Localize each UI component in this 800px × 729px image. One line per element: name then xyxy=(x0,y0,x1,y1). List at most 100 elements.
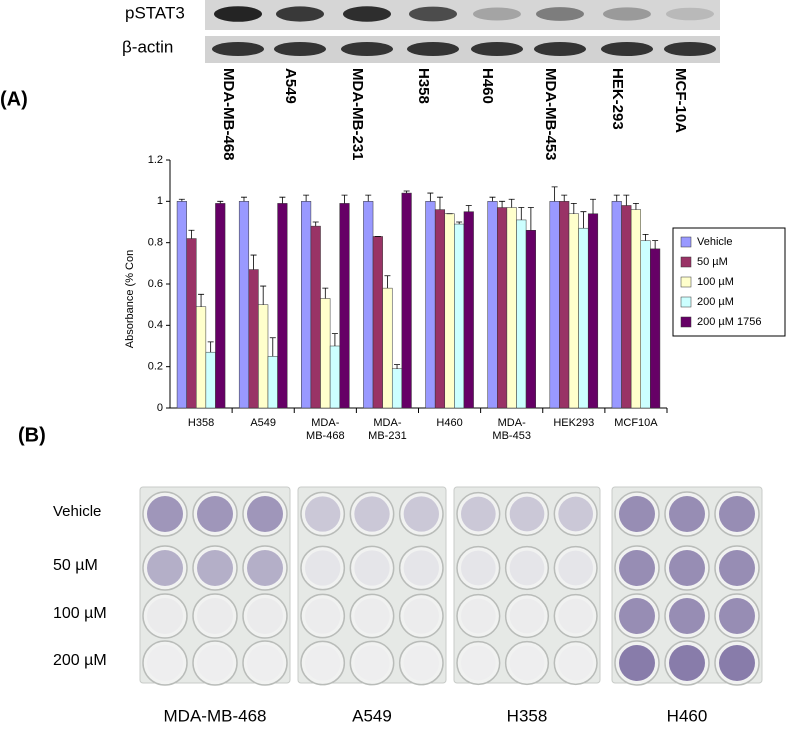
error-bar xyxy=(312,221,319,227)
well-stain xyxy=(247,550,283,586)
well xyxy=(142,593,188,639)
well xyxy=(142,640,188,686)
bar xyxy=(320,298,331,409)
error-bar xyxy=(240,196,247,202)
bar xyxy=(248,269,259,409)
error-bar xyxy=(188,229,195,239)
bar xyxy=(434,209,446,409)
lane-label: H358 xyxy=(415,68,432,104)
bar xyxy=(329,345,340,409)
plate-label: H460 xyxy=(667,706,708,725)
well xyxy=(553,640,598,686)
bar xyxy=(578,227,589,409)
well xyxy=(142,545,188,591)
well-stain xyxy=(197,496,233,532)
bar xyxy=(506,207,517,409)
bar xyxy=(401,192,412,409)
blot-band xyxy=(214,6,262,22)
well xyxy=(300,640,346,686)
bar xyxy=(176,201,187,409)
well-stain xyxy=(197,645,233,681)
well-stain xyxy=(509,496,545,532)
well xyxy=(553,545,598,591)
bar xyxy=(454,223,465,409)
plate-label: H358 xyxy=(507,706,548,725)
well-stain xyxy=(509,550,545,586)
row-label: 200 µM xyxy=(53,652,107,669)
lane-label: MDA-MB-468 xyxy=(220,68,237,161)
error-bar xyxy=(570,203,577,214)
legend-swatch xyxy=(680,276,692,288)
bar xyxy=(205,351,216,409)
well xyxy=(456,593,501,639)
error-bar xyxy=(207,341,214,353)
legend-swatch xyxy=(680,316,692,328)
error-bar xyxy=(561,194,568,202)
well xyxy=(192,545,238,591)
well xyxy=(242,545,288,591)
plate-label: MDA-MB-468 xyxy=(164,706,267,725)
well-stain xyxy=(354,496,390,532)
well xyxy=(398,545,444,591)
blot-band xyxy=(473,7,521,21)
well xyxy=(398,593,444,639)
well-stain xyxy=(305,598,340,633)
panel-label: (B) xyxy=(18,424,46,446)
well-stain xyxy=(719,550,755,586)
error-bar xyxy=(580,211,587,229)
well-stain xyxy=(558,496,594,532)
row-label: 50 µM xyxy=(53,557,98,574)
well-stain xyxy=(147,496,183,532)
bar xyxy=(559,201,570,409)
bar xyxy=(425,201,436,409)
blot-band xyxy=(407,42,459,56)
well xyxy=(398,640,444,686)
bar xyxy=(339,203,350,409)
well-stain xyxy=(147,550,183,586)
bar xyxy=(568,213,579,409)
error-bar xyxy=(590,198,597,214)
well-stain xyxy=(510,646,545,681)
legend-box xyxy=(672,227,786,337)
error-bar xyxy=(198,293,205,307)
blot-band xyxy=(664,42,716,56)
bar xyxy=(630,209,641,409)
bar xyxy=(301,201,312,409)
error-bar xyxy=(642,234,649,241)
legend-label: Vehicle xyxy=(697,236,732,248)
bar xyxy=(186,238,197,409)
blot-band xyxy=(471,42,523,56)
error-bar xyxy=(527,207,534,231)
well xyxy=(456,640,501,686)
bar xyxy=(215,203,226,409)
well xyxy=(192,593,238,639)
well xyxy=(242,640,288,686)
error-bar xyxy=(217,200,224,204)
well-stain xyxy=(558,550,594,586)
well xyxy=(398,491,444,537)
error-bar xyxy=(178,198,185,202)
error-bar xyxy=(394,364,401,369)
error-bar xyxy=(456,221,463,225)
well-stain xyxy=(719,645,755,681)
bar xyxy=(372,236,383,409)
well-stain xyxy=(305,496,341,532)
well-stain xyxy=(461,550,496,586)
bar xyxy=(487,201,498,409)
bar xyxy=(267,356,278,409)
well-stain xyxy=(354,645,389,680)
bar xyxy=(391,368,403,409)
error-bar xyxy=(427,192,434,202)
bar xyxy=(363,201,374,409)
error-bar xyxy=(303,194,310,202)
well xyxy=(553,593,598,639)
well-stain xyxy=(619,550,655,586)
row-label: 100 µM xyxy=(53,605,107,622)
well-stain xyxy=(147,598,183,634)
lane-label: HEK-293 xyxy=(609,68,626,130)
well xyxy=(504,640,550,686)
bar xyxy=(382,287,393,409)
well xyxy=(504,593,550,639)
panel-label: (A) xyxy=(0,88,28,110)
plate-label: A549 xyxy=(352,706,392,725)
